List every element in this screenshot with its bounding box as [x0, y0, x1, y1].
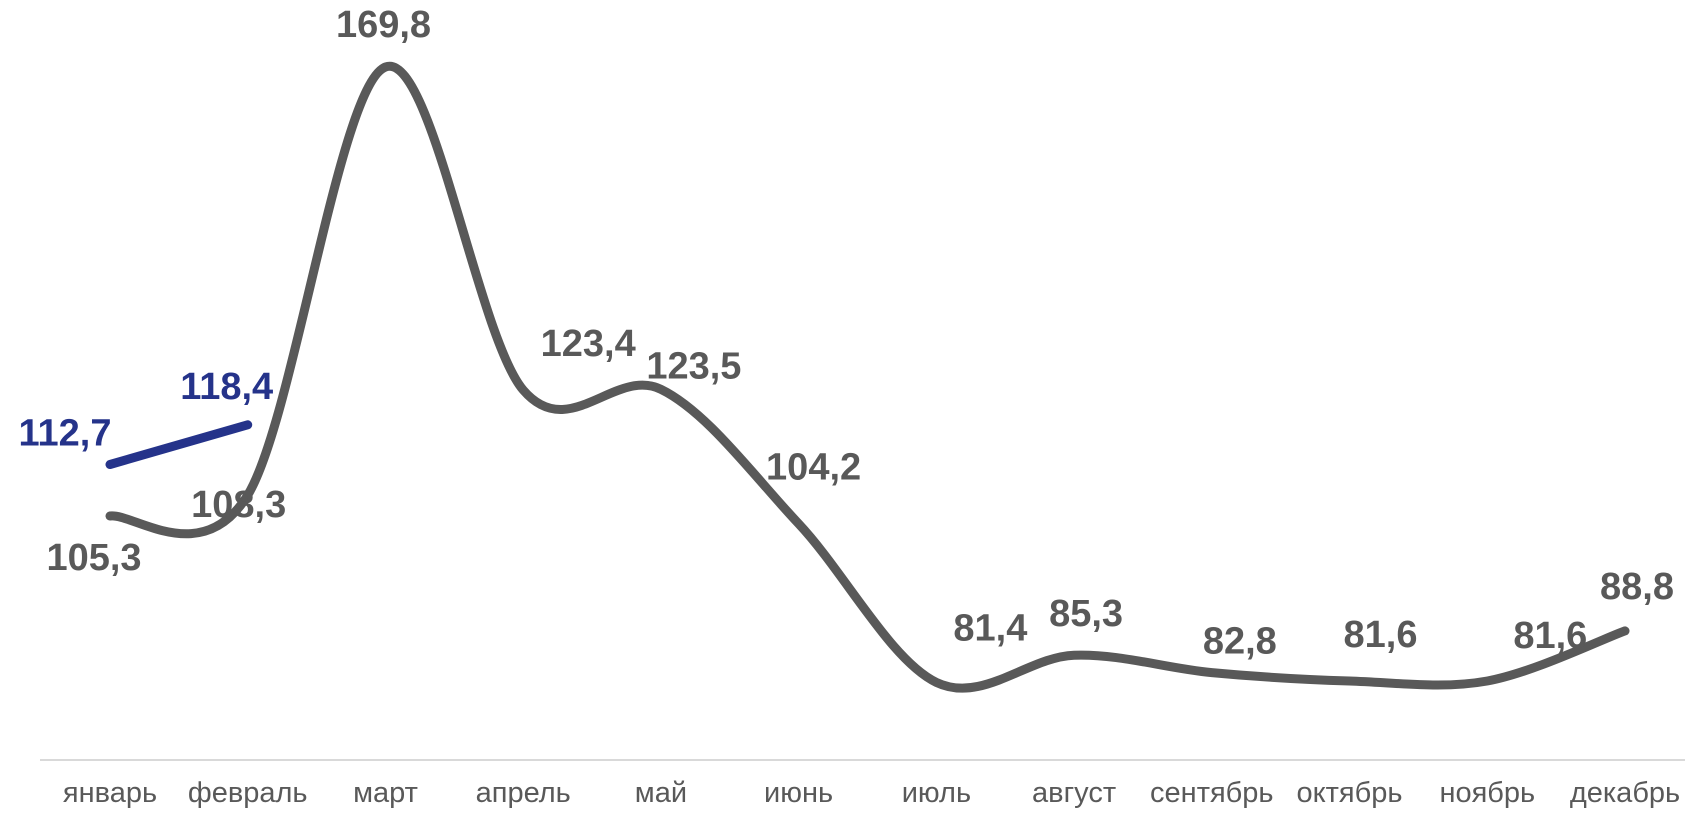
series-line-1 — [105, 62, 1630, 693]
series-line-2 — [105, 420, 253, 469]
data-label: 123,4 — [541, 323, 636, 365]
data-label: 123,5 — [646, 345, 741, 387]
data-label: 82,8 — [1203, 621, 1277, 663]
x-tick-label: январь — [63, 777, 157, 809]
data-label: 169,8 — [336, 4, 431, 46]
data-label: 112,7 — [19, 413, 112, 455]
data-label: 81,6 — [1344, 614, 1418, 656]
data-label: 88,8 — [1600, 566, 1674, 608]
x-tick-layer: январь февраль март апрель май июнь июль август… — [63, 777, 1680, 809]
x-tick-label: февраль — [188, 777, 308, 809]
x-tick-label: октябрь — [1297, 777, 1403, 809]
x-tick-label: июль — [902, 777, 971, 809]
data-label: 104,2 — [766, 447, 861, 489]
x-tick-label: апрель — [476, 777, 571, 809]
series-layer — [105, 62, 1630, 693]
data-label: 81,6 — [1513, 615, 1587, 657]
data-label: 85,3 — [1049, 593, 1123, 635]
data-label: 81,4 — [953, 607, 1027, 649]
data-label: 108,3 — [191, 484, 286, 526]
x-tick-label: июнь — [764, 777, 833, 809]
data-label: 118,4 — [180, 366, 273, 408]
x-tick-label: сентябрь — [1150, 777, 1273, 809]
data-label: 105,3 — [46, 537, 141, 579]
x-tick-label: март — [353, 777, 418, 809]
x-tick-label: ноябрь — [1439, 777, 1535, 809]
x-tick-label: декабрь — [1570, 777, 1680, 809]
x-tick-label: август — [1032, 777, 1116, 809]
x-tick-label: май — [635, 777, 687, 809]
